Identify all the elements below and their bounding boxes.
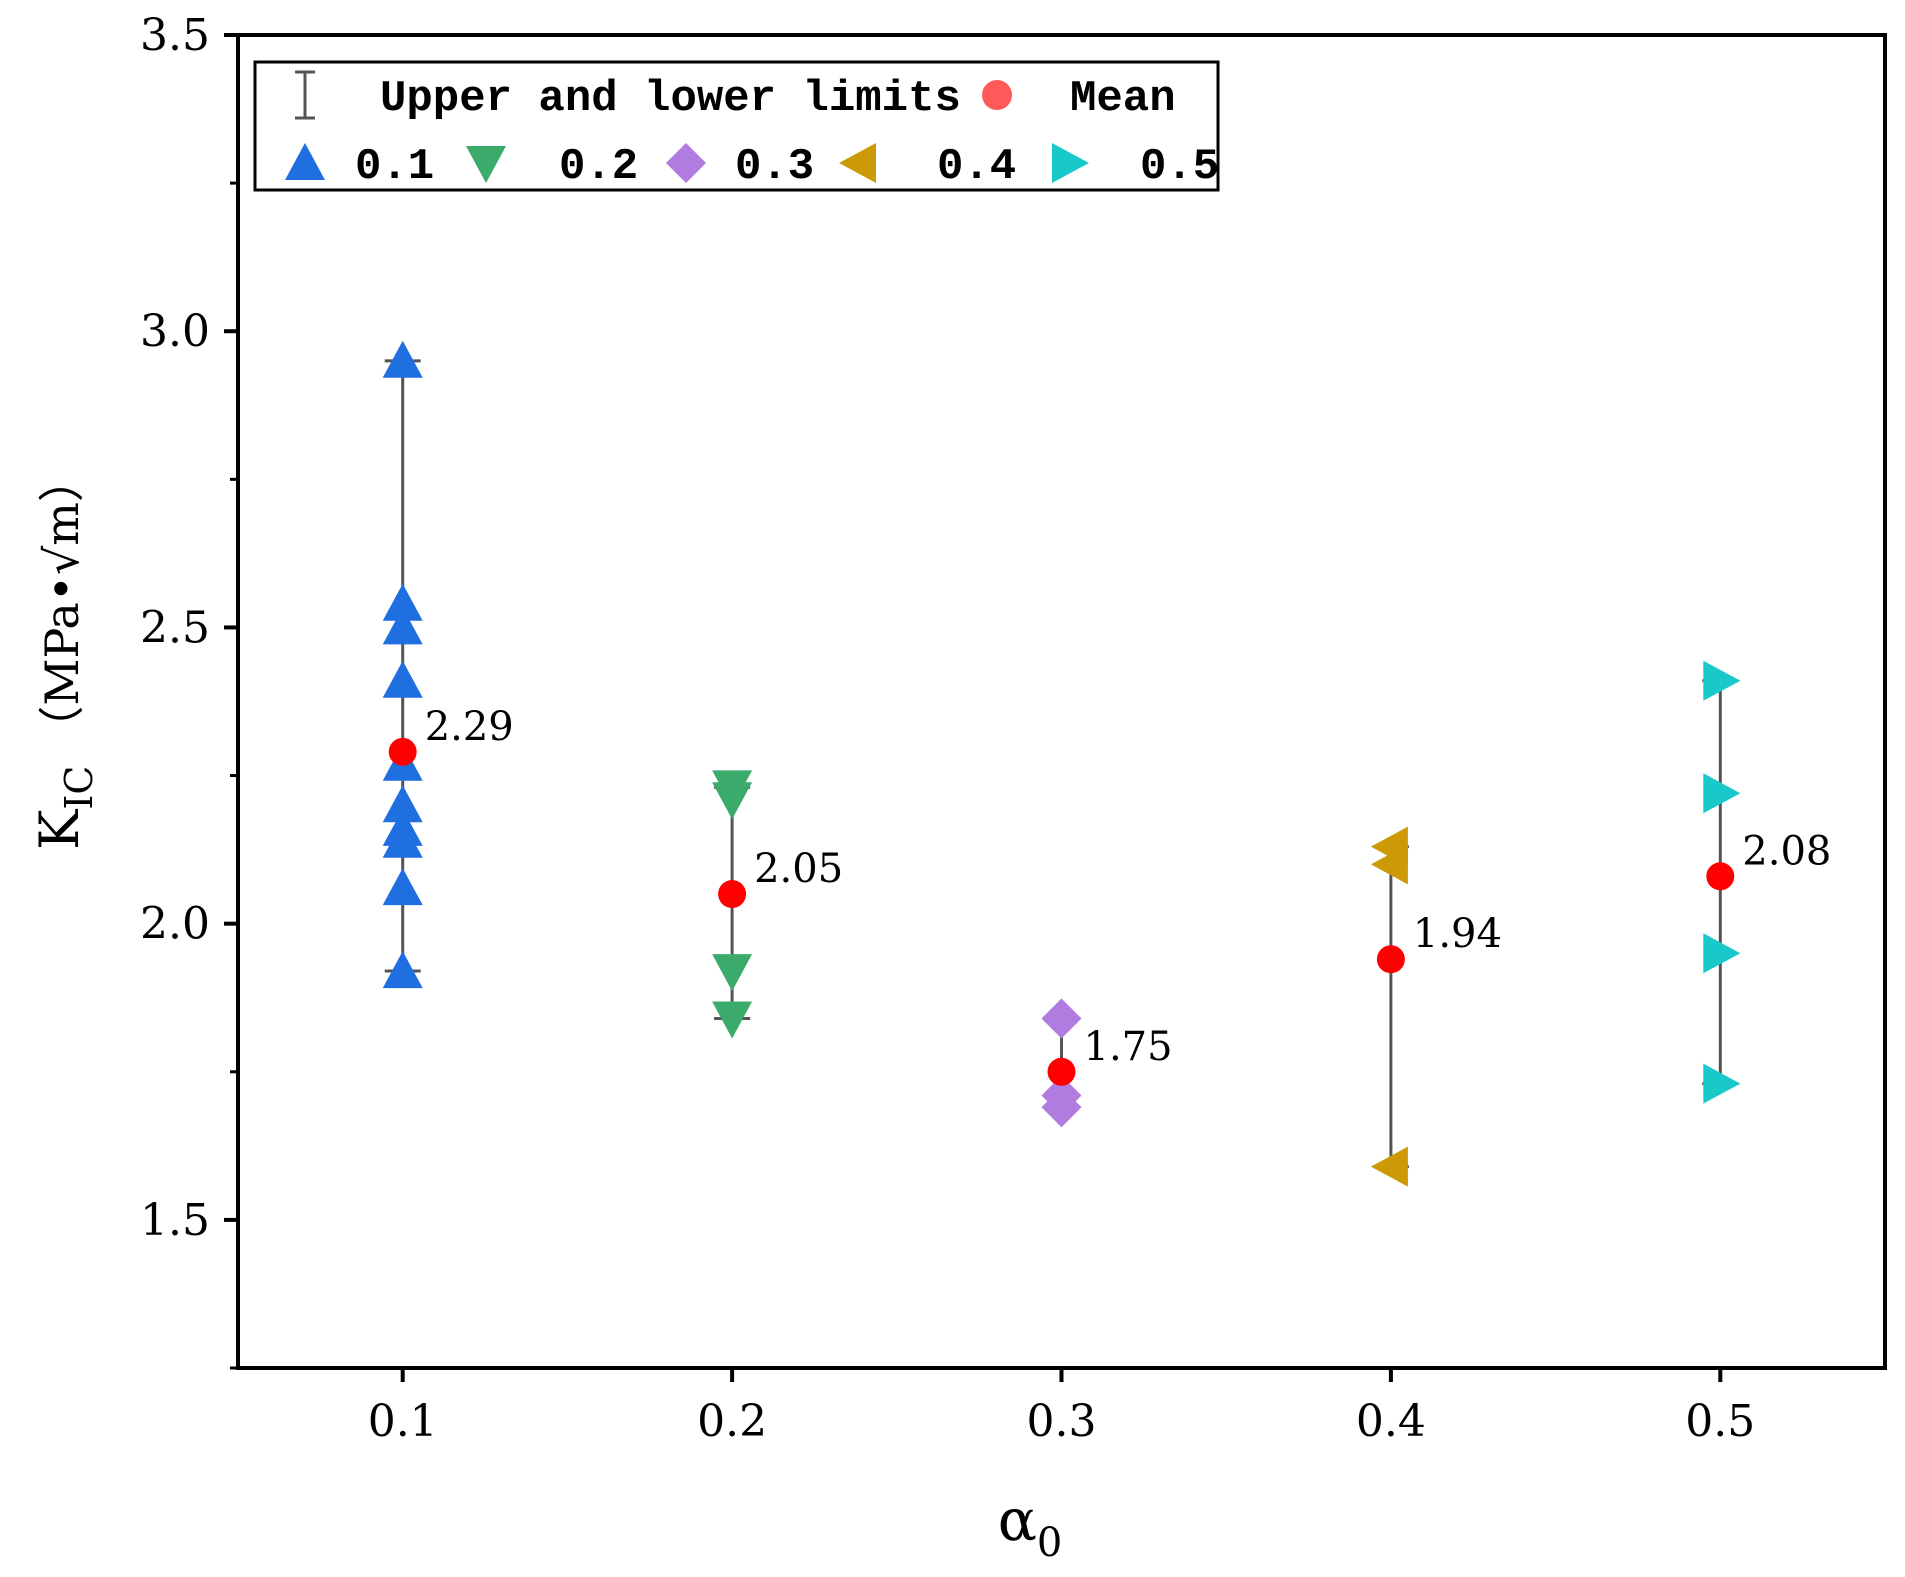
mean-point-0.5 [1706, 862, 1735, 891]
legend-marker-0.4 [839, 143, 876, 183]
mean-label-0.5: 2.08 [1742, 828, 1831, 874]
data-point-0.5 [1703, 1063, 1741, 1104]
data-point-0.1 [382, 607, 423, 645]
error-bars [384, 359, 1739, 1169]
mean-point-0.1 [388, 737, 417, 766]
data-point-0.3 [1041, 1087, 1082, 1128]
legend-errorbar-icon [295, 70, 315, 120]
legend-errorbar-label: Upper and lower limits [380, 74, 961, 124]
axis-ticks: 1.5 2.0 2.5 3.0 3.5 0.1 0.2 0.3 0.4 0.5 [140, 10, 1755, 1447]
legend-label-0.5: 0.5 [1140, 142, 1219, 192]
legend: Upper and lower limits Mean 0.1 0.2 0.3 0.4… [253, 60, 1220, 192]
legend-label-0.3: 0.3 [735, 142, 814, 192]
legend-marker-0.5 [1052, 143, 1089, 183]
legend-marker-0.2 [466, 146, 506, 183]
y-tick-label: 1.5 [140, 1195, 210, 1246]
data-point-0.2 [712, 782, 753, 820]
x-tick-label: 0.2 [697, 1396, 767, 1447]
legend-marker-0.1 [285, 143, 325, 180]
mean-label-0.2: 2.05 [754, 846, 843, 892]
x-tick-label: 0.5 [1685, 1396, 1755, 1447]
data-point-0.1 [382, 820, 423, 858]
plot-frame [236, 33, 1887, 1370]
data-point-0.3 [1041, 998, 1082, 1039]
data-point-0.4 [1370, 1146, 1408, 1187]
mean-points: 2.29 2.05 1.75 1.94 2.08 [388, 704, 1831, 1086]
data-point-0.5 [1703, 660, 1741, 701]
x-tick-label: 0.3 [1027, 1396, 1097, 1447]
data-point-0.2 [712, 1001, 753, 1039]
legend-label-0.2: 0.2 [559, 142, 638, 192]
data-point-0.1 [382, 868, 423, 906]
data-point-0.1 [382, 660, 423, 698]
y-tick-label: 2.5 [140, 602, 210, 653]
y-axis-title: KIC（MPa•√m） [28, 456, 101, 850]
mean-point-0.2 [718, 880, 747, 909]
data-point-0.1 [382, 583, 423, 621]
mean-point-0.3 [1047, 1057, 1076, 1086]
x-axis-title: α0 [998, 1486, 1063, 1566]
y-tick-label: 3.0 [140, 306, 210, 357]
x-tick-label: 0.1 [368, 1396, 438, 1447]
data-points [382, 340, 1741, 1187]
legend-mean-label: Mean [1070, 74, 1176, 124]
data-point-0.2 [712, 954, 753, 992]
mean-label-0.1: 2.29 [425, 704, 514, 750]
mean-label-0.3: 1.75 [1084, 1024, 1173, 1070]
legend-mean-icon [982, 80, 1012, 110]
data-point-0.1 [382, 951, 423, 989]
legend-label-0.4: 0.4 [937, 142, 1016, 192]
x-tick-label: 0.4 [1356, 1396, 1426, 1447]
data-point-0.1 [382, 785, 423, 823]
mean-label-0.4: 1.94 [1413, 911, 1502, 957]
y-tick-label: 3.5 [140, 10, 210, 61]
legend-label-0.1: 0.1 [355, 142, 434, 192]
data-point-0.1 [382, 340, 423, 378]
data-point-0.5 [1703, 933, 1741, 974]
legend-series: 0.1 0.2 0.3 0.4 0.5 [285, 142, 1219, 192]
y-tick-label: 2.0 [140, 899, 210, 950]
data-point-0.4 [1370, 844, 1408, 885]
mean-point-0.4 [1376, 945, 1405, 974]
legend-marker-0.3 [666, 143, 706, 183]
plot-area-border [236, 33, 1887, 1370]
data-point-0.5 [1703, 773, 1741, 814]
